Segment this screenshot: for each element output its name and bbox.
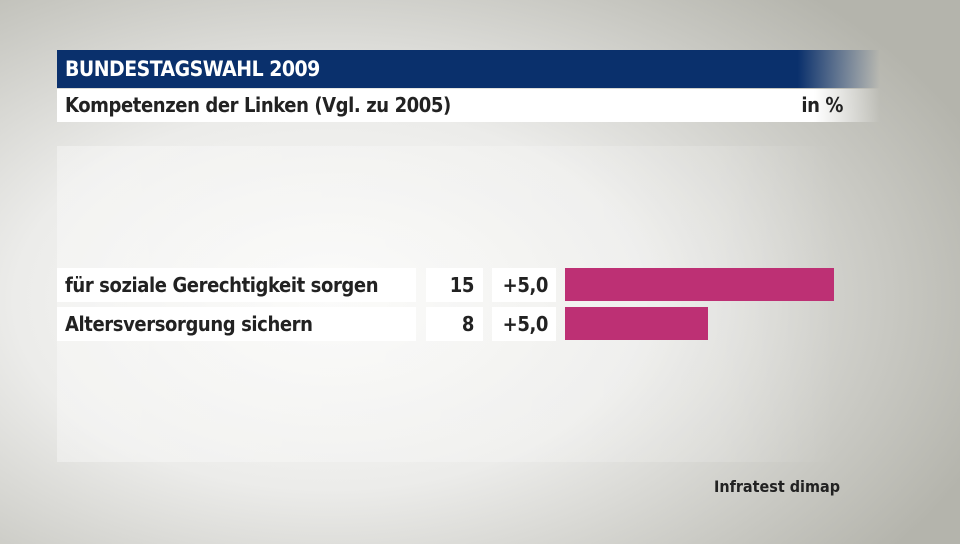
chart-panel bbox=[57, 146, 837, 462]
change-label: +5,0 bbox=[492, 268, 556, 302]
unit-label: in % bbox=[801, 93, 843, 117]
bar bbox=[565, 268, 834, 301]
source-label: Infratest dimap bbox=[713, 477, 840, 496]
change-label: +5,0 bbox=[492, 307, 556, 341]
category-label: für soziale Gerechtigkeit sorgen bbox=[57, 268, 416, 302]
value-label: 8 bbox=[426, 307, 483, 341]
chart-subtitle: Kompetenzen der Linken (Vgl. zu 2005) bbox=[65, 93, 451, 117]
value-label: 15 bbox=[426, 268, 483, 302]
chart-title: BUNDESTAGSWAHL 2009 bbox=[57, 50, 880, 88]
chart-subtitle-bar: Kompetenzen der Linken (Vgl. zu 2005) in… bbox=[57, 89, 880, 122]
category-label: Altersversorgung sichern bbox=[57, 307, 416, 341]
bar bbox=[565, 307, 709, 340]
